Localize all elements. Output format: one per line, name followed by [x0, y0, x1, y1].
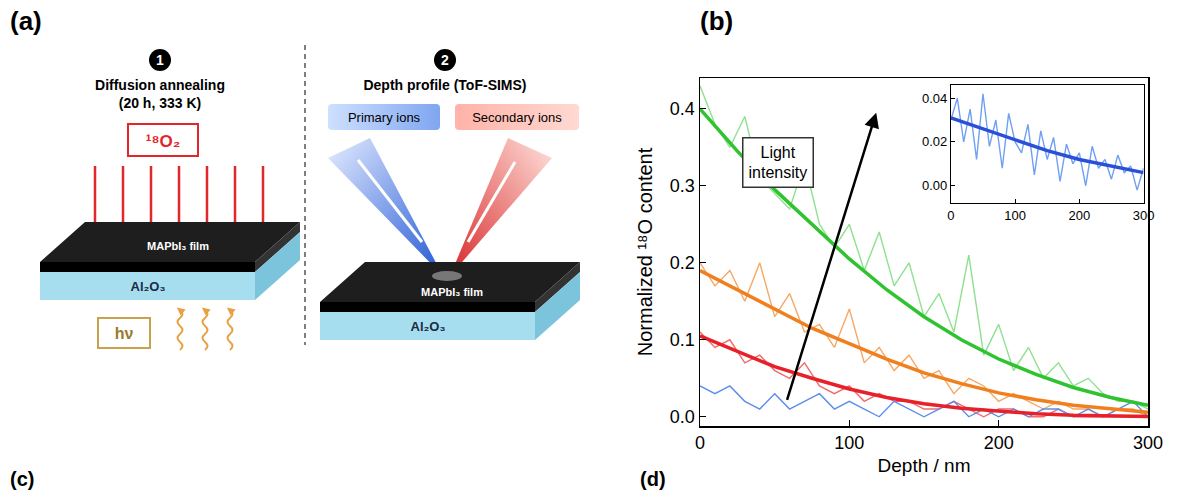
svg-text:hν: hν	[115, 325, 134, 342]
svg-text:Secondary ions: Secondary ions	[472, 110, 562, 125]
html-text:(a): (a)	[10, 6, 42, 36]
svg-text:MAPbI₃ film: MAPbI₃ film	[147, 240, 209, 252]
svg-text:MAPbI₃ film: MAPbI₃ film	[421, 286, 483, 298]
html-text:(c): (c)	[10, 468, 35, 490]
svg-text:1: 1	[156, 52, 164, 68]
html-text:(b): (b)	[700, 6, 734, 36]
svg-text:Depth / nm: Depth / nm	[878, 455, 971, 476]
svg-text:0.1: 0.1	[670, 330, 695, 350]
svg-text:0.04: 0.04	[922, 91, 947, 106]
svg-text:0.4: 0.4	[670, 99, 695, 119]
svg-text:200: 200	[1068, 208, 1090, 223]
svg-text:0.2: 0.2	[670, 253, 695, 273]
svg-text:¹⁸O₂: ¹⁸O₂	[146, 132, 180, 151]
svg-text:Diffusion annealing: Diffusion annealing	[95, 77, 225, 93]
svg-text:Depth profile (ToF-SIMS): Depth profile (ToF-SIMS)	[363, 77, 526, 93]
svg-text:200: 200	[984, 433, 1014, 453]
svg-text:0: 0	[947, 208, 954, 223]
svg-text:0.00: 0.00	[922, 178, 947, 193]
svg-text:0: 0	[695, 433, 705, 453]
svg-text:100: 100	[834, 433, 864, 453]
svg-text:100: 100	[1004, 208, 1026, 223]
svg-text:300: 300	[1133, 433, 1163, 453]
svg-text:Al₂O₃: Al₂O₃	[131, 279, 166, 294]
svg-text:(20 h, 333 K): (20 h, 333 K)	[119, 95, 201, 111]
svg-text:Al₂O₃: Al₂O₃	[411, 319, 446, 334]
svg-text:0.02: 0.02	[922, 134, 947, 149]
svg-text:300: 300	[1133, 208, 1155, 223]
svg-text:0.3: 0.3	[670, 176, 695, 196]
svg-text:Normalized ¹⁸O content: Normalized ¹⁸O content	[634, 147, 656, 356]
html-text:(d): (d)	[640, 468, 666, 490]
svg-text:Primary ions: Primary ions	[348, 110, 421, 125]
svg-text:Lightintensity: Lightintensity	[749, 144, 808, 182]
svg-text:0.0: 0.0	[670, 407, 695, 427]
svg-text:2: 2	[441, 52, 449, 68]
